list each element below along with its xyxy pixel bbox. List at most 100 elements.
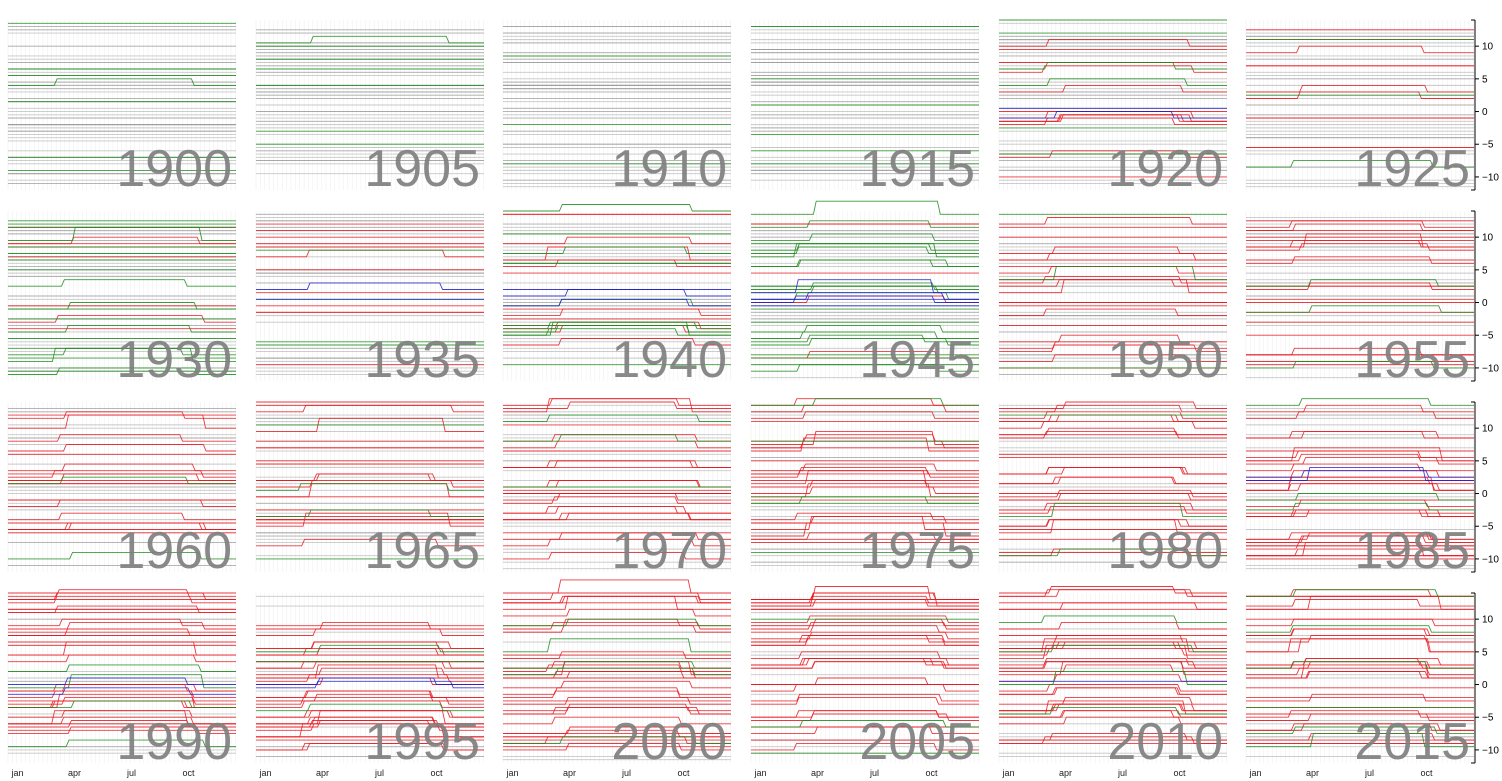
series-line-red xyxy=(8,720,236,728)
series-line-green xyxy=(751,398,979,406)
series-line-red xyxy=(503,460,731,468)
series-line-red xyxy=(751,625,979,633)
series-line-green xyxy=(999,644,1227,653)
panel-1905: 1905 xyxy=(255,20,484,198)
panel-year-label: 2000 xyxy=(611,713,727,771)
y-tick-label: −10 xyxy=(1482,745,1499,756)
y-tick-label: 10 xyxy=(1482,233,1494,244)
series-line-red xyxy=(751,651,979,659)
highlighted-series-group xyxy=(1246,589,1474,748)
series-line-red xyxy=(503,621,731,630)
series-line-red xyxy=(503,506,731,514)
series-line-red xyxy=(1246,483,1474,491)
series-line-red xyxy=(8,434,236,442)
panel-1935: 1935 xyxy=(255,211,484,389)
series-line-red xyxy=(503,595,731,604)
y-axis: 10 5 0 −5 −10 xyxy=(1471,592,1499,764)
series-line-red xyxy=(503,680,731,689)
series-line-red xyxy=(503,716,731,725)
series-line-blue xyxy=(503,298,731,307)
series-line-red xyxy=(999,466,1227,475)
x-tick-label: apr xyxy=(811,768,824,778)
series-line-red xyxy=(1246,628,1474,636)
series-line-red xyxy=(751,483,979,498)
series-line-red xyxy=(999,65,1227,73)
series-line-blue xyxy=(751,295,979,303)
series-line-green xyxy=(8,78,236,86)
x-tick-label: apr xyxy=(316,768,329,778)
panel-year-label: 1905 xyxy=(364,140,480,198)
series-line-red xyxy=(8,512,236,521)
series-line-green xyxy=(751,259,979,268)
panel-2015: 2015 jan apr jul oct xyxy=(1245,589,1474,778)
series-line-red xyxy=(503,460,731,468)
series-line-red xyxy=(999,716,1227,725)
y-axis: 10 5 0 −5 −10 xyxy=(1471,19,1499,191)
series-line-red xyxy=(256,742,484,751)
series-line-red xyxy=(1246,710,1474,718)
series-line-green xyxy=(1246,733,1474,748)
series-line-red xyxy=(256,404,484,413)
panel-grid xyxy=(998,20,1227,190)
series-line-red xyxy=(751,615,979,623)
series-line-green xyxy=(999,78,1227,86)
series-line-red xyxy=(8,716,236,725)
series-line-red xyxy=(999,411,1227,419)
panel-year-label: 1985 xyxy=(1354,522,1470,580)
series-line-red xyxy=(999,253,1227,261)
series-line-red xyxy=(751,512,979,521)
y-axis: 10 5 0 −5 −10 xyxy=(1471,401,1499,573)
series-line-red xyxy=(256,710,484,718)
series-line-green xyxy=(8,367,236,375)
hidden-series-group xyxy=(503,26,731,188)
y-tick-label: −10 xyxy=(1482,172,1499,183)
series-line-green xyxy=(1246,726,1474,735)
series-line-red xyxy=(999,674,1227,682)
series-line-red xyxy=(256,690,484,699)
series-line-red xyxy=(8,470,236,478)
hidden-series-group xyxy=(751,26,979,181)
series-line-red xyxy=(1246,723,1474,731)
series-line-green xyxy=(8,700,236,708)
hidden-series-group xyxy=(256,29,484,175)
series-line-red xyxy=(999,39,1227,47)
series-line-blue xyxy=(1246,466,1474,481)
series-line-green xyxy=(751,220,979,228)
panel-1980: 1980 xyxy=(998,401,1227,580)
x-tick-label: oct xyxy=(430,768,443,778)
highlighted-series-group xyxy=(751,586,979,754)
y-tick-label: −5 xyxy=(1482,522,1494,533)
series-line-green xyxy=(8,739,236,748)
highlighted-series-group xyxy=(256,621,484,751)
highlighted-series-group xyxy=(751,398,979,553)
series-line-red xyxy=(999,476,1227,485)
series-line-red xyxy=(256,700,484,708)
y-tick-label: 10 xyxy=(1482,615,1494,626)
series-line-green xyxy=(8,664,236,672)
series-line-red xyxy=(256,417,484,432)
series-line-red xyxy=(256,697,484,705)
panel-grid xyxy=(998,593,1227,763)
series-line-green xyxy=(256,35,484,44)
series-line-red xyxy=(256,473,484,481)
series-line-green xyxy=(503,434,731,442)
series-line-red xyxy=(8,621,236,630)
series-line-red xyxy=(503,338,731,346)
series-line-red xyxy=(503,697,731,705)
series-line-red xyxy=(256,667,484,676)
x-tick-label: jan xyxy=(258,768,271,778)
series-line-green xyxy=(8,302,236,310)
series-line-green xyxy=(999,706,1227,715)
series-line-green xyxy=(751,334,979,343)
series-line-red xyxy=(1246,638,1474,653)
highlighted-series-group xyxy=(751,26,979,165)
series-line-red xyxy=(999,150,1227,158)
series-line-green xyxy=(503,638,731,653)
series-line-red xyxy=(999,344,1227,353)
x-tick-label: jul xyxy=(869,768,879,778)
series-line-green xyxy=(503,736,731,744)
series-line-blue xyxy=(503,289,731,297)
highlighted-series-group xyxy=(999,213,1227,369)
panel-1920: 1920 xyxy=(998,19,1227,198)
